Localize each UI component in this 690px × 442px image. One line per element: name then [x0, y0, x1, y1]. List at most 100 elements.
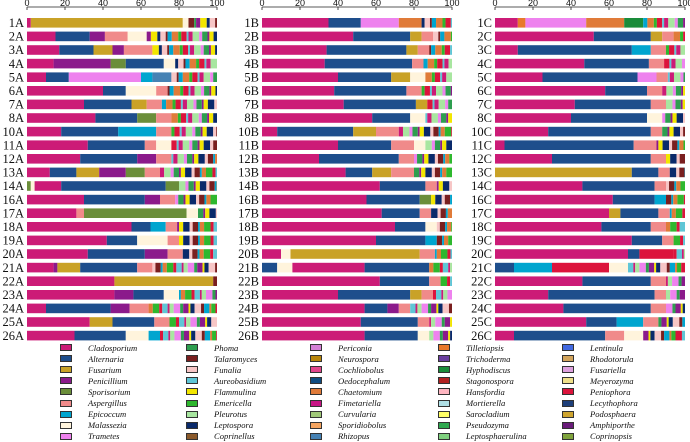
bar-segment-minor	[677, 113, 683, 123]
bar-segment-minor	[204, 72, 210, 82]
bar-segment-minor	[200, 290, 202, 300]
bar-segment-minor	[209, 32, 213, 42]
bar-segment-minor	[448, 236, 452, 246]
legend-item: Rhodotorula	[562, 353, 633, 364]
bar-segment-minor	[417, 154, 422, 164]
legend-swatch	[438, 400, 450, 407]
bar-segment-minor	[433, 127, 438, 137]
bar-segment-tilletiopsis	[518, 18, 526, 28]
bar-segment-minor	[669, 59, 671, 69]
bar-segment-penicillium	[111, 304, 130, 314]
bar-segment-minor	[639, 263, 645, 273]
bar-segment-minor	[167, 263, 173, 273]
bar-row	[495, 32, 685, 42]
bar-segment-minor	[205, 317, 207, 327]
bar-segment-penicillium	[99, 168, 126, 178]
bar-segment-minor	[216, 127, 217, 137]
bar-segment-minor	[666, 154, 670, 164]
bar-segment-minor	[668, 276, 672, 286]
bar-segment-minor	[180, 45, 183, 55]
bar-segment-minor	[157, 32, 160, 42]
bar-segment-minor	[424, 59, 428, 69]
bar-row	[262, 45, 452, 55]
bar-row	[27, 181, 217, 191]
bar-segment-minor	[212, 290, 215, 300]
bar-segment-minor	[666, 195, 671, 205]
legend-item: Phoma	[186, 342, 238, 353]
bar-segment-cladosporium	[35, 181, 62, 191]
bar-segment-minor	[199, 195, 204, 205]
bar-segment-minor	[179, 236, 183, 246]
row-label: 17B	[238, 206, 259, 220]
bar-segment-minor	[440, 72, 442, 82]
bar-segment-minor	[195, 127, 200, 137]
bar-segment-minor	[205, 154, 208, 164]
bar-segment-sporisorium	[126, 168, 145, 178]
bar-segment-malassezia	[164, 59, 175, 69]
bar-segment-minor	[677, 263, 681, 273]
bar-segment-minor	[668, 127, 670, 137]
bar-segment-aspergillus	[422, 32, 433, 42]
bar-segment-alternaria	[59, 45, 93, 55]
legend-swatch	[310, 366, 322, 373]
bar-segment-minor	[677, 140, 679, 150]
bar-segment-minor	[668, 72, 670, 82]
bar-segment-minor	[204, 263, 208, 273]
bar-segment-minor	[442, 45, 445, 55]
bar-segment-alternaria	[126, 59, 164, 69]
legend-item: Tilletiopsis	[438, 342, 504, 353]
bar-segment-cladosporium	[292, 263, 364, 273]
bar-segment-minor	[176, 100, 181, 110]
bar-segment-minor	[189, 249, 192, 259]
bar-segment-cladosporium	[495, 45, 518, 55]
bar-segment-minor	[666, 290, 670, 300]
bar-segment-fusarium	[391, 72, 410, 82]
bar-segment-minor	[186, 127, 192, 137]
x-tick-label: 80	[642, 0, 652, 8]
bar-segment-minor	[451, 127, 452, 137]
bar-row	[27, 32, 217, 42]
bar-segment-minor	[201, 127, 203, 137]
bar-segment-minor	[663, 140, 669, 150]
bar-segment-minor	[440, 222, 445, 232]
bar-segment-minor	[194, 263, 197, 273]
bar-segment-cladosporium	[495, 290, 548, 300]
bar-segment-minor	[676, 168, 679, 178]
bar-segment-minor	[183, 45, 188, 55]
bar-row	[27, 208, 217, 218]
bar-segment-minor	[152, 263, 155, 273]
bar-segment-fusarium	[132, 100, 147, 110]
bar-segment-minor	[451, 86, 452, 96]
bar-segment-cladosporium	[27, 168, 50, 178]
bar-segment-minor	[446, 140, 452, 150]
bar-segment-alternaria	[56, 32, 90, 42]
legend-label: Aureobasidium	[214, 376, 266, 386]
bar-segment-minor	[680, 236, 683, 246]
bar-segment-minor	[171, 72, 176, 82]
bar-segment-minor	[204, 236, 210, 246]
row-label: 19A	[2, 234, 24, 248]
row-label: 3A	[9, 43, 24, 57]
bar-segment-minor	[681, 304, 683, 314]
bar-segment-minor	[425, 113, 427, 123]
bar-segment-minor	[209, 86, 211, 96]
bar-segment-minor	[683, 32, 685, 42]
bar-segment-minor	[654, 263, 656, 273]
bar-segment-minor	[205, 208, 209, 218]
legend-label: Mortierella	[466, 398, 505, 408]
bar-segment-alternaria	[575, 100, 651, 110]
bar-segment-minor	[195, 86, 201, 96]
legend-swatch	[310, 355, 322, 362]
bar-segment-minor	[170, 304, 174, 314]
x-tick-label: 40	[98, 0, 108, 8]
bar-segment-penicillium	[145, 195, 160, 205]
bar-segment-malassezia	[31, 181, 35, 191]
bar-segment-minor	[451, 32, 452, 42]
bar-segment-minor	[450, 195, 452, 205]
bar-segment-aspergillus	[154, 317, 169, 327]
bar-segment-minor	[447, 290, 452, 300]
row-label: 11A	[3, 138, 24, 152]
bar-segment-cladosporium	[27, 208, 76, 218]
bar-segment-minor	[450, 45, 452, 55]
bar-row	[262, 249, 452, 259]
